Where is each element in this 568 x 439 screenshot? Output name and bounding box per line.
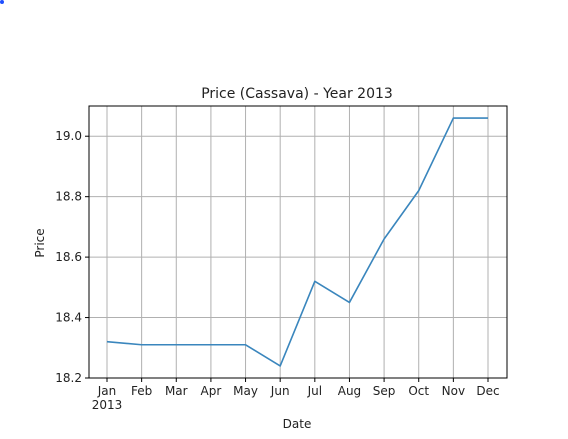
x-tick-label: Sep [373,384,396,398]
y-axis-title: Price [33,228,47,257]
x-tick-label: Aug [338,384,361,398]
x-tick-label: Nov [442,384,465,398]
x-tick-label: Feb [131,384,152,398]
series-line [106,117,488,367]
x-tick-label: Oct [408,384,429,398]
y-tick-label: 18.4 [55,311,82,325]
y-tick-label: 18.8 [55,190,82,204]
series-layer [106,117,488,367]
grid [89,106,507,379]
y-tick-label: 18.6 [55,250,82,264]
x-axis-title: Date [283,417,312,431]
chart-title: Price (Cassava) - Year 2013 [201,86,393,102]
y-tick-label: 18.2 [55,371,82,385]
plot-frame [88,105,508,379]
x-tick-label: Jul [307,384,322,398]
x-tick-label: May [233,384,258,398]
x-tick-year-label: 2013 [92,398,123,412]
x-tick-label: Mar [165,384,188,398]
x-tick-label: Jun [270,384,290,398]
x-tick-label: Jan [97,384,117,398]
x-tick-label: Apr [201,384,222,398]
x-tick-label: Dec [476,384,499,398]
y-tick-label: 19.0 [55,129,82,143]
corner-dot [0,0,4,4]
